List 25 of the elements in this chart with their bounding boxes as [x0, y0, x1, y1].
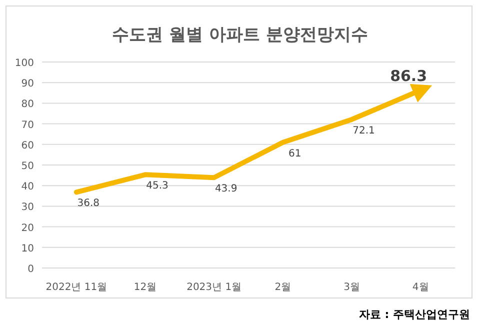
data-label: 45.3 — [146, 180, 168, 192]
y-tick-label: 0 — [28, 264, 34, 275]
y-tick-label: 50 — [21, 161, 34, 172]
x-tick-label: 12월 — [134, 282, 157, 293]
y-tick-label: 70 — [21, 120, 34, 131]
x-tick-label: 2월 — [274, 282, 292, 293]
y-tick-label: 30 — [21, 202, 34, 214]
data-label: 43.9 — [214, 184, 238, 195]
data-label: 86.3 — [390, 67, 428, 86]
data-label: 72.1 — [352, 125, 375, 136]
x-tick-label: 2023년 1월 — [186, 282, 242, 293]
x-tick-label: 3월 — [344, 282, 360, 293]
text: 자료 : 주택산업연구원 — [358, 308, 470, 321]
data-label: 36.8 — [77, 198, 100, 210]
y-tick-label: 10 — [21, 243, 34, 254]
chart-title: 수도권 월별 아파트 분양전망지수 — [112, 25, 368, 45]
y-tick-label: 100 — [14, 58, 34, 69]
data-label: 61 — [288, 148, 302, 160]
x-tick-label: 2022년 11월 — [46, 282, 108, 293]
y-tick-label: 60 — [21, 140, 34, 152]
y-tick-label: 20 — [21, 222, 34, 234]
y-tick-label: 40 — [21, 182, 34, 193]
y-tick-label: 90 — [21, 78, 34, 90]
x-tick-label: 4월 — [412, 282, 429, 293]
y-tick-label: 80 — [21, 99, 34, 110]
